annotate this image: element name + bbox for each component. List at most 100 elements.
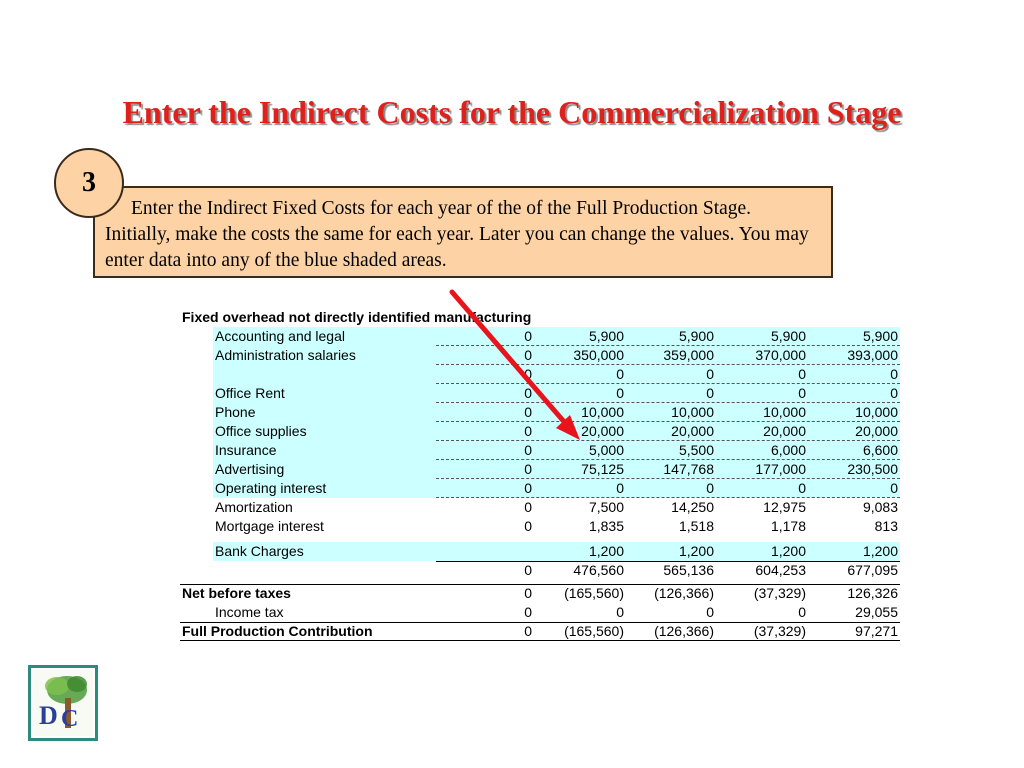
- cell-year-2[interactable]: 5,900: [678, 328, 714, 344]
- cell-year-2[interactable]: 359,000: [663, 347, 714, 363]
- cell-year-4[interactable]: 0: [890, 366, 898, 382]
- spreadsheet: Fixed overhead not directly identified m…: [180, 307, 900, 641]
- cell-year-3[interactable]: 6,000: [770, 442, 806, 458]
- blue-input-area[interactable]: [213, 441, 900, 460]
- row-label: Full Production Contribution: [182, 623, 373, 639]
- row-label: Administration salaries: [215, 347, 356, 363]
- cell-year-2[interactable]: 10,000: [671, 404, 714, 420]
- cell-year-2[interactable]: 1,200: [678, 543, 714, 559]
- cell-year-3[interactable]: 1,200: [770, 543, 806, 559]
- blue-input-area[interactable]: [213, 460, 900, 479]
- table-row[interactable]: Advertising 0 75,125 147,768 177,000 230,500: [180, 460, 900, 479]
- cell-year-4[interactable]: 1,200: [862, 543, 898, 559]
- table-row[interactable]: 0 0 0 0 0: [180, 365, 900, 384]
- cell-year-1[interactable]: 10,000: [581, 404, 624, 420]
- cell-year-4[interactable]: 0: [890, 385, 898, 401]
- blue-input-area[interactable]: [213, 479, 900, 498]
- net-year-2: (126,366): [654, 585, 714, 601]
- section-title: Fixed overhead not directly identified m…: [182, 309, 532, 325]
- cell-year-1[interactable]: 5,900: [588, 328, 624, 344]
- cell-year-4[interactable]: 20,000: [855, 423, 898, 439]
- cell-year-4[interactable]: 5,900: [862, 328, 898, 344]
- total-year-2: 565,136: [663, 562, 714, 578]
- cell-year-2: 14,250: [671, 499, 714, 515]
- cell-year-3[interactable]: 0: [798, 385, 806, 401]
- fpc-year-3: (37,329): [753, 623, 806, 639]
- cell-year-3[interactable]: 0: [798, 480, 806, 496]
- net-year-4: 126,326: [847, 585, 898, 601]
- cell-year-3[interactable]: 5,900: [770, 328, 806, 344]
- row-label: Office supplies: [215, 423, 307, 439]
- cell-year-4[interactable]: 230,500: [847, 461, 898, 477]
- cell-year-0[interactable]: 0: [524, 442, 532, 458]
- table-row[interactable]: Phone 0 10,000 10,000 10,000 10,000: [180, 403, 900, 422]
- fpc-year-4: 97,271: [855, 623, 898, 639]
- cell-year-0[interactable]: 0: [524, 404, 532, 420]
- cell-year-3[interactable]: 20,000: [763, 423, 806, 439]
- cell-year-3[interactable]: 370,000: [755, 347, 806, 363]
- cell-year-1[interactable]: 350,000: [573, 347, 624, 363]
- cell-year-1[interactable]: 75,125: [581, 461, 624, 477]
- cell-year-0: 0: [524, 499, 532, 515]
- cell-year-1[interactable]: 0: [616, 385, 624, 401]
- cell-year-2[interactable]: 20,000: [671, 423, 714, 439]
- cell-year-1[interactable]: 5,000: [588, 442, 624, 458]
- cell-year-1[interactable]: 20,000: [581, 423, 624, 439]
- row-label: Phone: [215, 404, 256, 420]
- cell-year-3[interactable]: 0: [798, 366, 806, 382]
- row-label: Insurance: [215, 442, 277, 458]
- bank-charges-row[interactable]: Bank Charges 1,200 1,200 1,200 1,200: [180, 542, 900, 561]
- row-label: Bank Charges: [215, 543, 304, 559]
- fpc-year-2: (126,366): [654, 623, 714, 639]
- tax-year-0: 0: [524, 604, 532, 620]
- cell-year-0[interactable]: 0: [524, 328, 532, 344]
- cell-year-4[interactable]: 0: [890, 480, 898, 496]
- row-label: Net before taxes: [182, 585, 291, 601]
- table-row[interactable]: Office Rent 0 0 0 0 0: [180, 384, 900, 403]
- cell-year-2[interactable]: 0: [706, 366, 714, 382]
- cell-year-0[interactable]: 0: [524, 366, 532, 382]
- table-row: Mortgage interest 0 1,835 1,518 1,178 813: [180, 517, 900, 536]
- table-row[interactable]: Operating interest 0 0 0 0 0: [180, 479, 900, 498]
- total-year-4: 677,095: [847, 562, 898, 578]
- cell-year-3: 1,178: [770, 518, 806, 534]
- net-year-3: (37,329): [753, 585, 806, 601]
- instruction-box: Enter the Indirect Fixed Costs for each …: [93, 186, 833, 278]
- cell-year-4: 813: [874, 518, 898, 534]
- cell-year-2[interactable]: 0: [706, 385, 714, 401]
- cell-year-0[interactable]: 0: [524, 423, 532, 439]
- cell-year-4[interactable]: 393,000: [847, 347, 898, 363]
- cell-year-4[interactable]: 10,000: [855, 404, 898, 420]
- row-label: Advertising: [215, 461, 285, 477]
- row-label: Income tax: [215, 604, 284, 620]
- cell-year-2[interactable]: 147,768: [663, 461, 714, 477]
- table-row[interactable]: Accounting and legal 0 5,900 5,900 5,900 5,90…: [180, 327, 900, 346]
- cell-year-2[interactable]: 5,500: [678, 442, 714, 458]
- table-row[interactable]: Insurance 0 5,000 5,500 6,000 6,600: [180, 441, 900, 460]
- total-year-3: 604,253: [755, 562, 806, 578]
- cell-year-0[interactable]: 0: [524, 461, 532, 477]
- row-label: Amortization: [215, 499, 293, 515]
- cell-year-0[interactable]: 0: [524, 480, 532, 496]
- cell-year-0[interactable]: 0: [524, 347, 532, 363]
- cell-year-3[interactable]: 10,000: [763, 404, 806, 420]
- table-row: Amortization 0 7,500 14,250 12,975 9,083: [180, 498, 900, 517]
- row-label: Operating interest: [215, 480, 327, 496]
- cell-year-2[interactable]: 0: [706, 480, 714, 496]
- full-production-row: Full Production Contribution 0 (165,560)…: [180, 622, 900, 641]
- table-row[interactable]: Office supplies 0 20,000 20,000 20,000 20,000: [180, 422, 900, 441]
- blue-input-area[interactable]: [213, 542, 900, 561]
- table-row[interactable]: Administration salaries 0 350,000 359,000 37…: [180, 346, 900, 365]
- cell-year-1[interactable]: 1,200: [588, 543, 624, 559]
- row-label: Mortgage interest: [215, 518, 324, 534]
- cell-year-0[interactable]: 0: [524, 385, 532, 401]
- svg-text:C: C: [61, 706, 78, 732]
- total-year-1: 476,560: [573, 562, 624, 578]
- cell-year-4[interactable]: 6,600: [862, 442, 898, 458]
- cell-year-3[interactable]: 177,000: [755, 461, 806, 477]
- fpc-year-0: 0: [524, 623, 532, 639]
- svg-text:D: D: [39, 701, 58, 730]
- cell-year-1[interactable]: 0: [616, 480, 624, 496]
- cell-year-1[interactable]: 0: [616, 366, 624, 382]
- net-year-1: (165,560): [564, 585, 624, 601]
